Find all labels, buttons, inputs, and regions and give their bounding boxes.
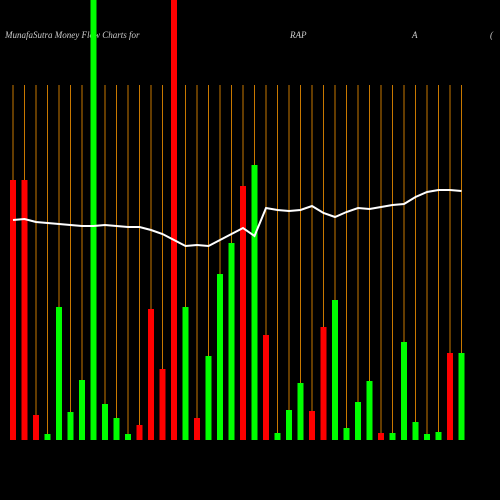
bar: [251, 165, 258, 440]
title-symbol: RAP: [289, 30, 307, 40]
bar: [309, 411, 315, 440]
bar: [159, 369, 166, 440]
bar: [274, 433, 281, 440]
bar: [217, 274, 223, 440]
title-part: (: [490, 30, 494, 40]
bar: [263, 335, 269, 440]
bar: [194, 418, 200, 440]
bar: [148, 309, 154, 440]
bar: [79, 380, 85, 440]
title-part: A: [411, 30, 418, 40]
bar: [182, 307, 189, 440]
bar: [56, 307, 62, 440]
bar: [10, 180, 16, 440]
bar: [205, 356, 212, 440]
money-flow-line: [12, 189, 462, 248]
bar: [171, 0, 177, 440]
bar: [33, 415, 39, 440]
bar: [424, 434, 430, 440]
bar: [366, 381, 373, 440]
bar: [435, 432, 442, 440]
bar: [297, 383, 304, 440]
bar: [320, 327, 327, 440]
bar: [389, 433, 396, 440]
bar: [378, 433, 384, 440]
bar: [458, 353, 465, 440]
bar: [136, 425, 143, 440]
title: MunafaSutra Money Flow Charts for: [4, 30, 140, 40]
bar: [355, 402, 361, 440]
bar: [332, 300, 338, 440]
bar: [102, 404, 108, 440]
bar: [21, 180, 28, 440]
bar: [412, 422, 419, 440]
bar: [447, 353, 453, 440]
bar: [343, 428, 350, 440]
bar: [44, 434, 51, 440]
bar: [228, 243, 235, 440]
bar: [240, 186, 246, 440]
bar: [401, 342, 407, 440]
bar: [67, 412, 74, 440]
bar: [125, 434, 131, 440]
bar: [113, 418, 120, 440]
bar: [90, 0, 97, 440]
bar: [286, 410, 292, 440]
